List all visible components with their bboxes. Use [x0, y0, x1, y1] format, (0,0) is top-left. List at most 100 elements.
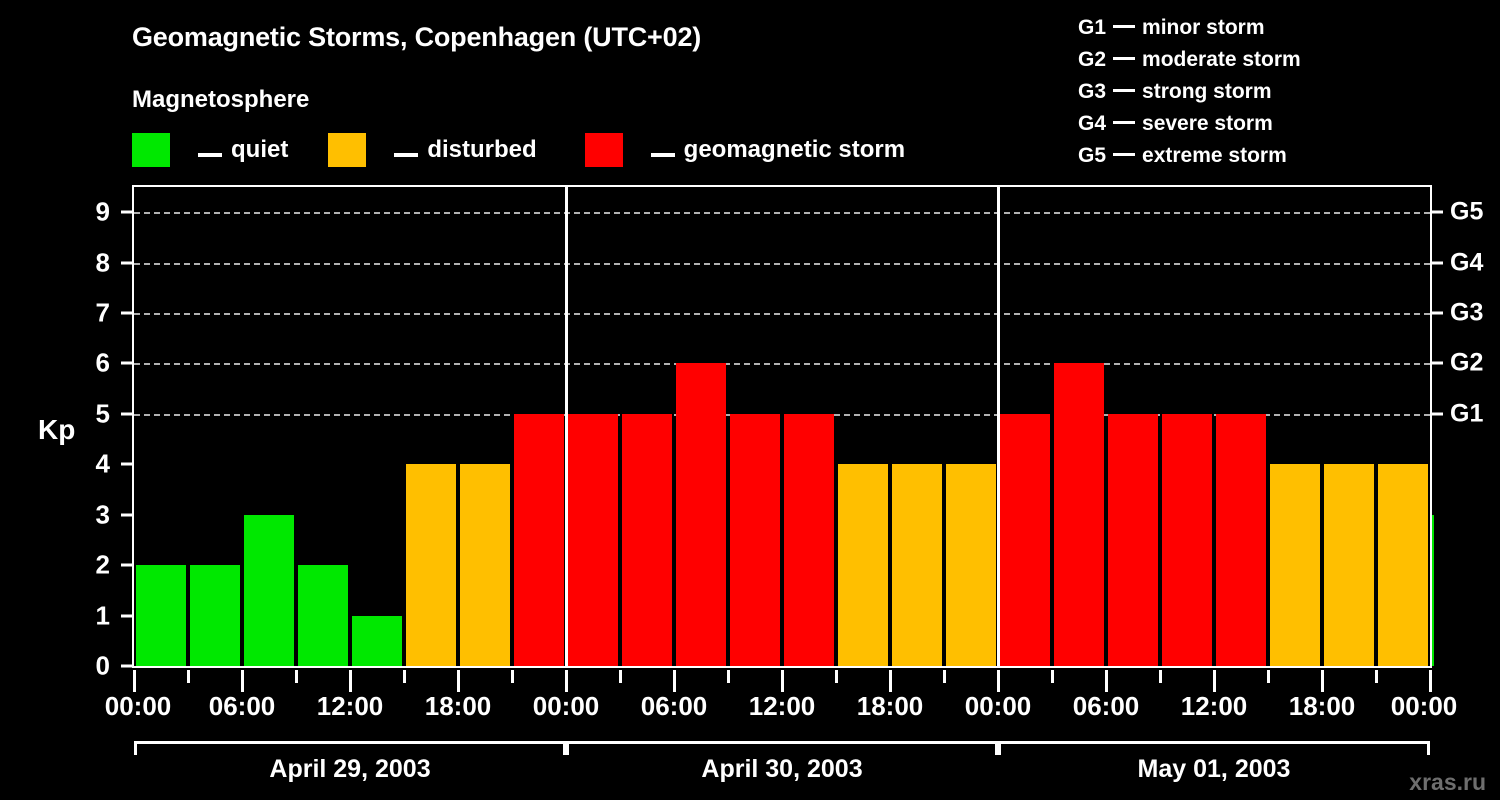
y-tick-label-7: 7 [95, 297, 110, 328]
gridline-kp-6 [134, 363, 1430, 366]
x-tick-minor [727, 670, 730, 683]
color-legend: quiet disturbed geomagnetic storm [132, 133, 905, 167]
bar-kp-5-storm [568, 413, 618, 666]
x-tick-major [1105, 670, 1108, 692]
legend-dash [650, 153, 675, 157]
x-tick-major [565, 670, 568, 692]
legend-entry-disturbed: disturbed [328, 133, 537, 167]
bar-kp-5-storm [1216, 413, 1266, 666]
bar-kp-2-quiet [136, 565, 186, 666]
g-scale-code: G5 [1078, 144, 1107, 167]
bar-kp-4-disturbed [1270, 464, 1320, 666]
bar-kp-2-quiet [190, 565, 240, 666]
y-tick-mark-8 [121, 261, 132, 265]
y-tick-label-8: 8 [95, 247, 110, 278]
y-tick-label-2: 2 [95, 549, 110, 580]
g-axis-label-g3: G3 [1450, 298, 1484, 327]
x-tick-minor [187, 670, 190, 683]
day-label: April 30, 2003 [701, 755, 863, 783]
g-axis-tick-g4 [1432, 261, 1443, 265]
day-label: May 01, 2003 [1137, 755, 1291, 783]
g-scale-row-g5: G5 extreme storm [1078, 140, 1301, 172]
legend-swatch-quiet [132, 133, 170, 167]
x-tick-label: 18:00 [1288, 691, 1356, 721]
g-scale-code: G2 [1078, 48, 1107, 71]
g-scale-row-g2: G2 moderate storm [1078, 44, 1301, 76]
y-tick-label-4: 4 [95, 448, 110, 479]
y-tick-label-5: 5 [95, 398, 110, 429]
g-scale-code: G1 [1078, 16, 1107, 39]
g-axis-label-g1: G1 [1450, 399, 1484, 428]
legend-label-storm: geomagnetic storm [623, 136, 905, 164]
x-tick-major [781, 670, 784, 692]
bar-kp-4-disturbed [892, 464, 942, 666]
legend-dash [394, 153, 419, 157]
x-tick-major [457, 670, 460, 692]
y-tick-label-1: 1 [95, 600, 110, 631]
x-tick-label: 12:00 [1180, 691, 1248, 721]
y-tick-mark-2 [121, 563, 132, 567]
y-tick-mark-1 [121, 614, 132, 618]
g-scale-dash [1113, 25, 1136, 29]
legend-heading: Magnetosphere [132, 86, 310, 113]
gridline-kp-7 [134, 313, 1430, 316]
x-tick-label: 00:00 [104, 691, 172, 721]
x-tick-label: 06:00 [1072, 691, 1140, 721]
g-scale-dash [1113, 57, 1136, 61]
g-scale-row-g3: G3 strong storm [1078, 76, 1301, 108]
g-axis-label-g4: G4 [1450, 248, 1484, 277]
y-tick-label-9: 9 [95, 196, 110, 227]
legend-dash [198, 153, 222, 157]
x-tick-minor [619, 670, 622, 683]
g-scale-row-g1: G1 minor storm [1078, 12, 1301, 44]
g-scale-dash [1113, 153, 1136, 157]
x-tick-major [241, 670, 244, 692]
g-scale-dash [1113, 89, 1136, 93]
y-tick-label-3: 3 [95, 499, 110, 530]
g-scale-label: extreme storm [1142, 144, 1287, 167]
g-scale-row-g4: G4 severe storm [1078, 108, 1301, 140]
x-tick-major [1213, 670, 1216, 692]
x-tick-major [1321, 670, 1324, 692]
y-tick-mark-6 [121, 361, 132, 365]
day-divider [565, 187, 568, 666]
page-title: Geomagnetic Storms, Copenhagen (UTC+02) [132, 22, 702, 52]
x-tick-label: 06:00 [640, 691, 708, 721]
x-tick-major [133, 670, 136, 692]
bar-kp-5-storm [1162, 413, 1212, 666]
gridline-kp-8 [134, 262, 1430, 265]
bar-kp-4-disturbed [946, 464, 996, 666]
day-label: April 29, 2003 [269, 755, 431, 783]
x-tick-label: 12:00 [316, 691, 384, 721]
bar-kp-5-storm [1000, 413, 1050, 666]
y-axis-title: Kp [38, 414, 76, 445]
g-axis-tick-g5 [1432, 210, 1443, 214]
bar-kp-4-disturbed [460, 464, 510, 666]
x-tick-minor [295, 670, 298, 683]
x-tick-label: 00:00 [532, 691, 600, 721]
g-scale-label: moderate storm [1142, 48, 1301, 71]
bar-kp-4-disturbed [1324, 464, 1374, 666]
y-tick-mark-3 [121, 513, 132, 517]
x-tick-label: 12:00 [748, 691, 816, 721]
y-tick-mark-5 [121, 412, 132, 416]
day-bracket [566, 741, 998, 755]
g-scale-dash [1113, 121, 1136, 125]
x-tick-minor [1267, 670, 1270, 683]
bar-kp-4-disturbed [1378, 464, 1428, 666]
g-axis-label-g5: G5 [1450, 197, 1484, 226]
g-scale-code: G4 [1078, 112, 1107, 135]
y-tick-mark-0 [121, 664, 132, 668]
legend-label-disturbed: disturbed [366, 136, 537, 164]
legend-swatch-storm [584, 133, 623, 167]
x-tick-minor [943, 670, 946, 683]
watermark: xras.ru [1409, 769, 1486, 795]
bar-kp-3-quiet [244, 514, 294, 666]
bar-kp-5-storm [622, 413, 672, 666]
y-tick-mark-9 [121, 210, 132, 214]
g-axis-tick-g3 [1432, 311, 1443, 315]
g-scale-legend: G1 minor storm G2 moderate storm G3 strong st… [1078, 12, 1301, 172]
plot-area [132, 185, 1434, 668]
g-axis-tick-g1 [1432, 412, 1443, 416]
